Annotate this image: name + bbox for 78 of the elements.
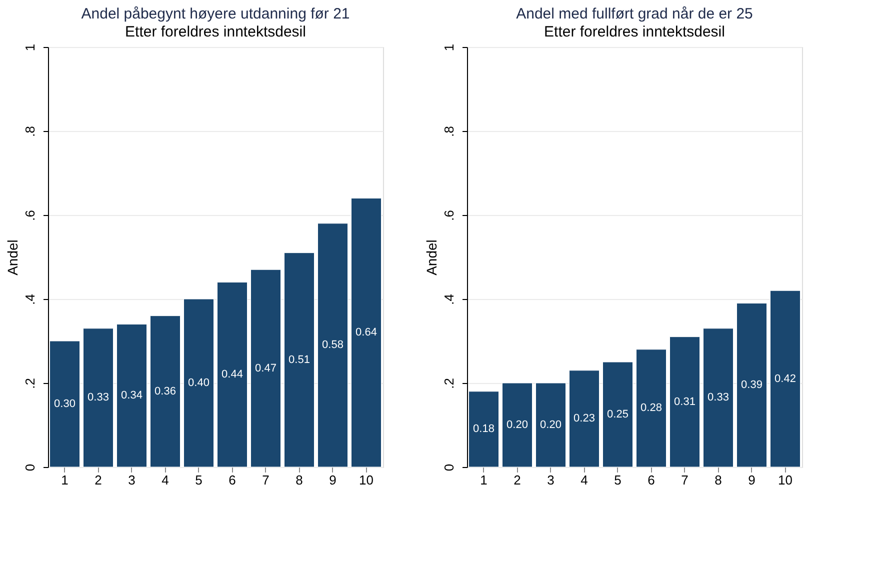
x-tick-label: 8 bbox=[296, 472, 303, 488]
bar bbox=[636, 349, 666, 468]
data-label: 0.47 bbox=[255, 362, 276, 374]
x-tick-label: 9 bbox=[748, 472, 756, 488]
data-label: 0.34 bbox=[121, 390, 142, 402]
bar bbox=[468, 391, 499, 468]
data-label: 0.28 bbox=[640, 402, 662, 414]
x-tick-label: 10 bbox=[778, 472, 792, 488]
x-tick-label: 7 bbox=[262, 472, 270, 488]
y-tick-label: .6 bbox=[22, 210, 38, 221]
chart-title: Andel påbegynt høyere utdanning før 21 bbox=[81, 5, 350, 22]
data-label: 0.64 bbox=[356, 326, 377, 339]
bar bbox=[318, 223, 348, 468]
bar bbox=[250, 269, 281, 468]
bar bbox=[150, 316, 180, 468]
data-label: 0.51 bbox=[288, 354, 310, 366]
bar bbox=[217, 282, 248, 468]
x-tick-label: 9 bbox=[329, 472, 336, 488]
x-tick-label: 1 bbox=[480, 472, 488, 488]
y-tick-label: .6 bbox=[442, 210, 456, 221]
data-label: 0.30 bbox=[54, 398, 76, 410]
y-tick-label: .4 bbox=[442, 294, 456, 305]
bar bbox=[351, 198, 382, 468]
data-label: 0.58 bbox=[322, 339, 344, 352]
bar bbox=[569, 370, 600, 468]
x-tick-label: 3 bbox=[547, 472, 554, 488]
y-axis-title: Andel bbox=[4, 240, 20, 276]
y-tick-label: 0 bbox=[442, 464, 456, 472]
chart-title: Andel med fullført grad når de er 25 bbox=[516, 5, 753, 22]
x-tick-label: 4 bbox=[580, 472, 588, 488]
y-axis-title: Andel bbox=[424, 240, 440, 276]
x-tick-label: 7 bbox=[681, 472, 688, 488]
x-tick-label: 2 bbox=[94, 472, 102, 488]
bar bbox=[770, 290, 800, 468]
bar bbox=[703, 328, 734, 468]
chart-subtitle: Etter foreldres inntektsdesil bbox=[125, 23, 306, 40]
bar bbox=[184, 298, 214, 468]
data-label: 0.20 bbox=[506, 419, 528, 431]
bar bbox=[502, 382, 532, 468]
x-tick-label: 1 bbox=[61, 472, 68, 488]
bar bbox=[50, 340, 80, 468]
bar bbox=[602, 362, 633, 468]
bar bbox=[284, 252, 314, 468]
y-tick-label: 1 bbox=[22, 44, 38, 52]
y-tick-label: .2 bbox=[442, 378, 456, 389]
data-label: 0.18 bbox=[473, 423, 494, 436]
data-label: 0.40 bbox=[188, 377, 210, 389]
bar bbox=[736, 302, 767, 468]
data-label: 0.20 bbox=[540, 419, 562, 431]
y-tick-label: .8 bbox=[442, 126, 456, 137]
x-tick-label: 6 bbox=[228, 472, 236, 488]
data-label: 0.33 bbox=[88, 392, 109, 404]
data-label: 0.33 bbox=[708, 392, 729, 404]
y-tick-label: 1 bbox=[442, 44, 456, 52]
x-tick-label: 8 bbox=[714, 472, 722, 488]
chart-subtitle: Etter foreldres inntektsdesil bbox=[544, 23, 725, 40]
x-tick-label: 5 bbox=[195, 472, 202, 488]
data-label: 0.23 bbox=[574, 412, 595, 425]
data-label: 0.25 bbox=[607, 408, 628, 420]
y-tick-label: .2 bbox=[22, 378, 38, 389]
x-tick-label: 10 bbox=[359, 472, 374, 488]
bar bbox=[670, 336, 700, 468]
bar bbox=[83, 328, 114, 468]
bar bbox=[536, 382, 566, 468]
y-tick-label: 0 bbox=[22, 464, 38, 472]
data-label: 0.39 bbox=[741, 379, 762, 392]
data-label: 0.44 bbox=[222, 368, 243, 381]
y-tick-label: .8 bbox=[22, 126, 38, 137]
x-tick-label: 4 bbox=[162, 472, 169, 488]
x-tick-label: 6 bbox=[648, 472, 655, 488]
data-label: 0.31 bbox=[674, 396, 696, 408]
data-label: 0.36 bbox=[154, 385, 176, 398]
x-tick-label: 5 bbox=[614, 472, 622, 488]
y-tick-label: .4 bbox=[22, 294, 38, 305]
data-label: 0.42 bbox=[774, 372, 796, 385]
bar bbox=[116, 324, 147, 468]
x-tick-label: 3 bbox=[128, 472, 136, 488]
x-tick-label: 2 bbox=[514, 472, 521, 488]
